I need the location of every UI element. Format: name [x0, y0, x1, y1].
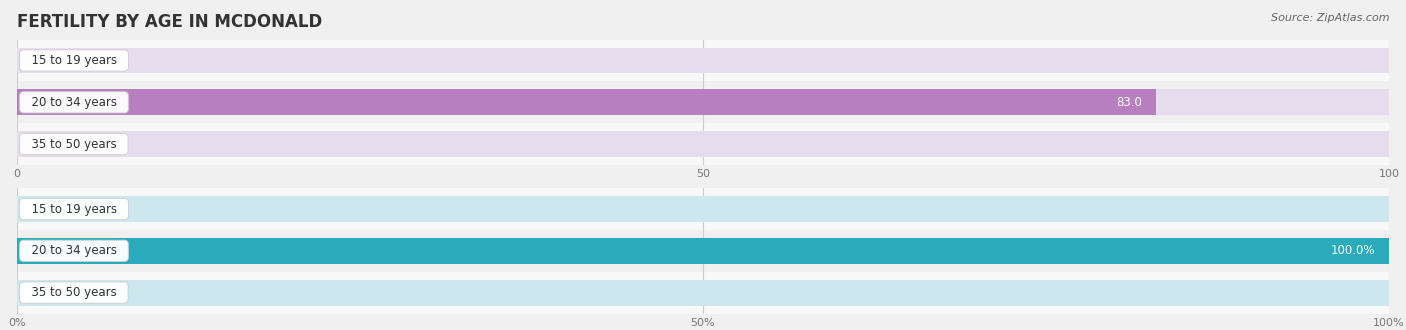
Text: 15 to 19 years: 15 to 19 years: [24, 54, 124, 67]
Bar: [17, 238, 1389, 264]
Bar: [17, 188, 1389, 230]
Text: FERTILITY BY AGE IN MCDONALD: FERTILITY BY AGE IN MCDONALD: [17, 13, 322, 31]
Bar: [17, 48, 1389, 74]
Bar: [17, 123, 1389, 165]
Bar: [17, 280, 1389, 306]
Bar: [17, 131, 1389, 157]
Text: 0.0: 0.0: [38, 54, 56, 67]
Text: 20 to 34 years: 20 to 34 years: [24, 244, 124, 257]
Bar: [17, 82, 1389, 123]
Text: 83.0: 83.0: [1116, 96, 1142, 109]
Bar: [17, 196, 1389, 222]
Text: 0.0%: 0.0%: [38, 286, 67, 299]
Text: 35 to 50 years: 35 to 50 years: [24, 138, 124, 150]
Bar: [17, 238, 1389, 264]
Text: 35 to 50 years: 35 to 50 years: [24, 286, 124, 299]
Text: 0.0: 0.0: [38, 138, 56, 150]
Text: 100.0%: 100.0%: [1331, 244, 1375, 257]
Bar: [17, 230, 1389, 272]
Text: Source: ZipAtlas.com: Source: ZipAtlas.com: [1271, 13, 1389, 23]
Bar: [17, 89, 1156, 115]
Bar: [17, 89, 1389, 115]
Text: 15 to 19 years: 15 to 19 years: [24, 203, 124, 215]
Bar: [17, 40, 1389, 82]
Bar: [17, 272, 1389, 314]
Text: 0.0%: 0.0%: [38, 203, 67, 215]
Text: 20 to 34 years: 20 to 34 years: [24, 96, 124, 109]
